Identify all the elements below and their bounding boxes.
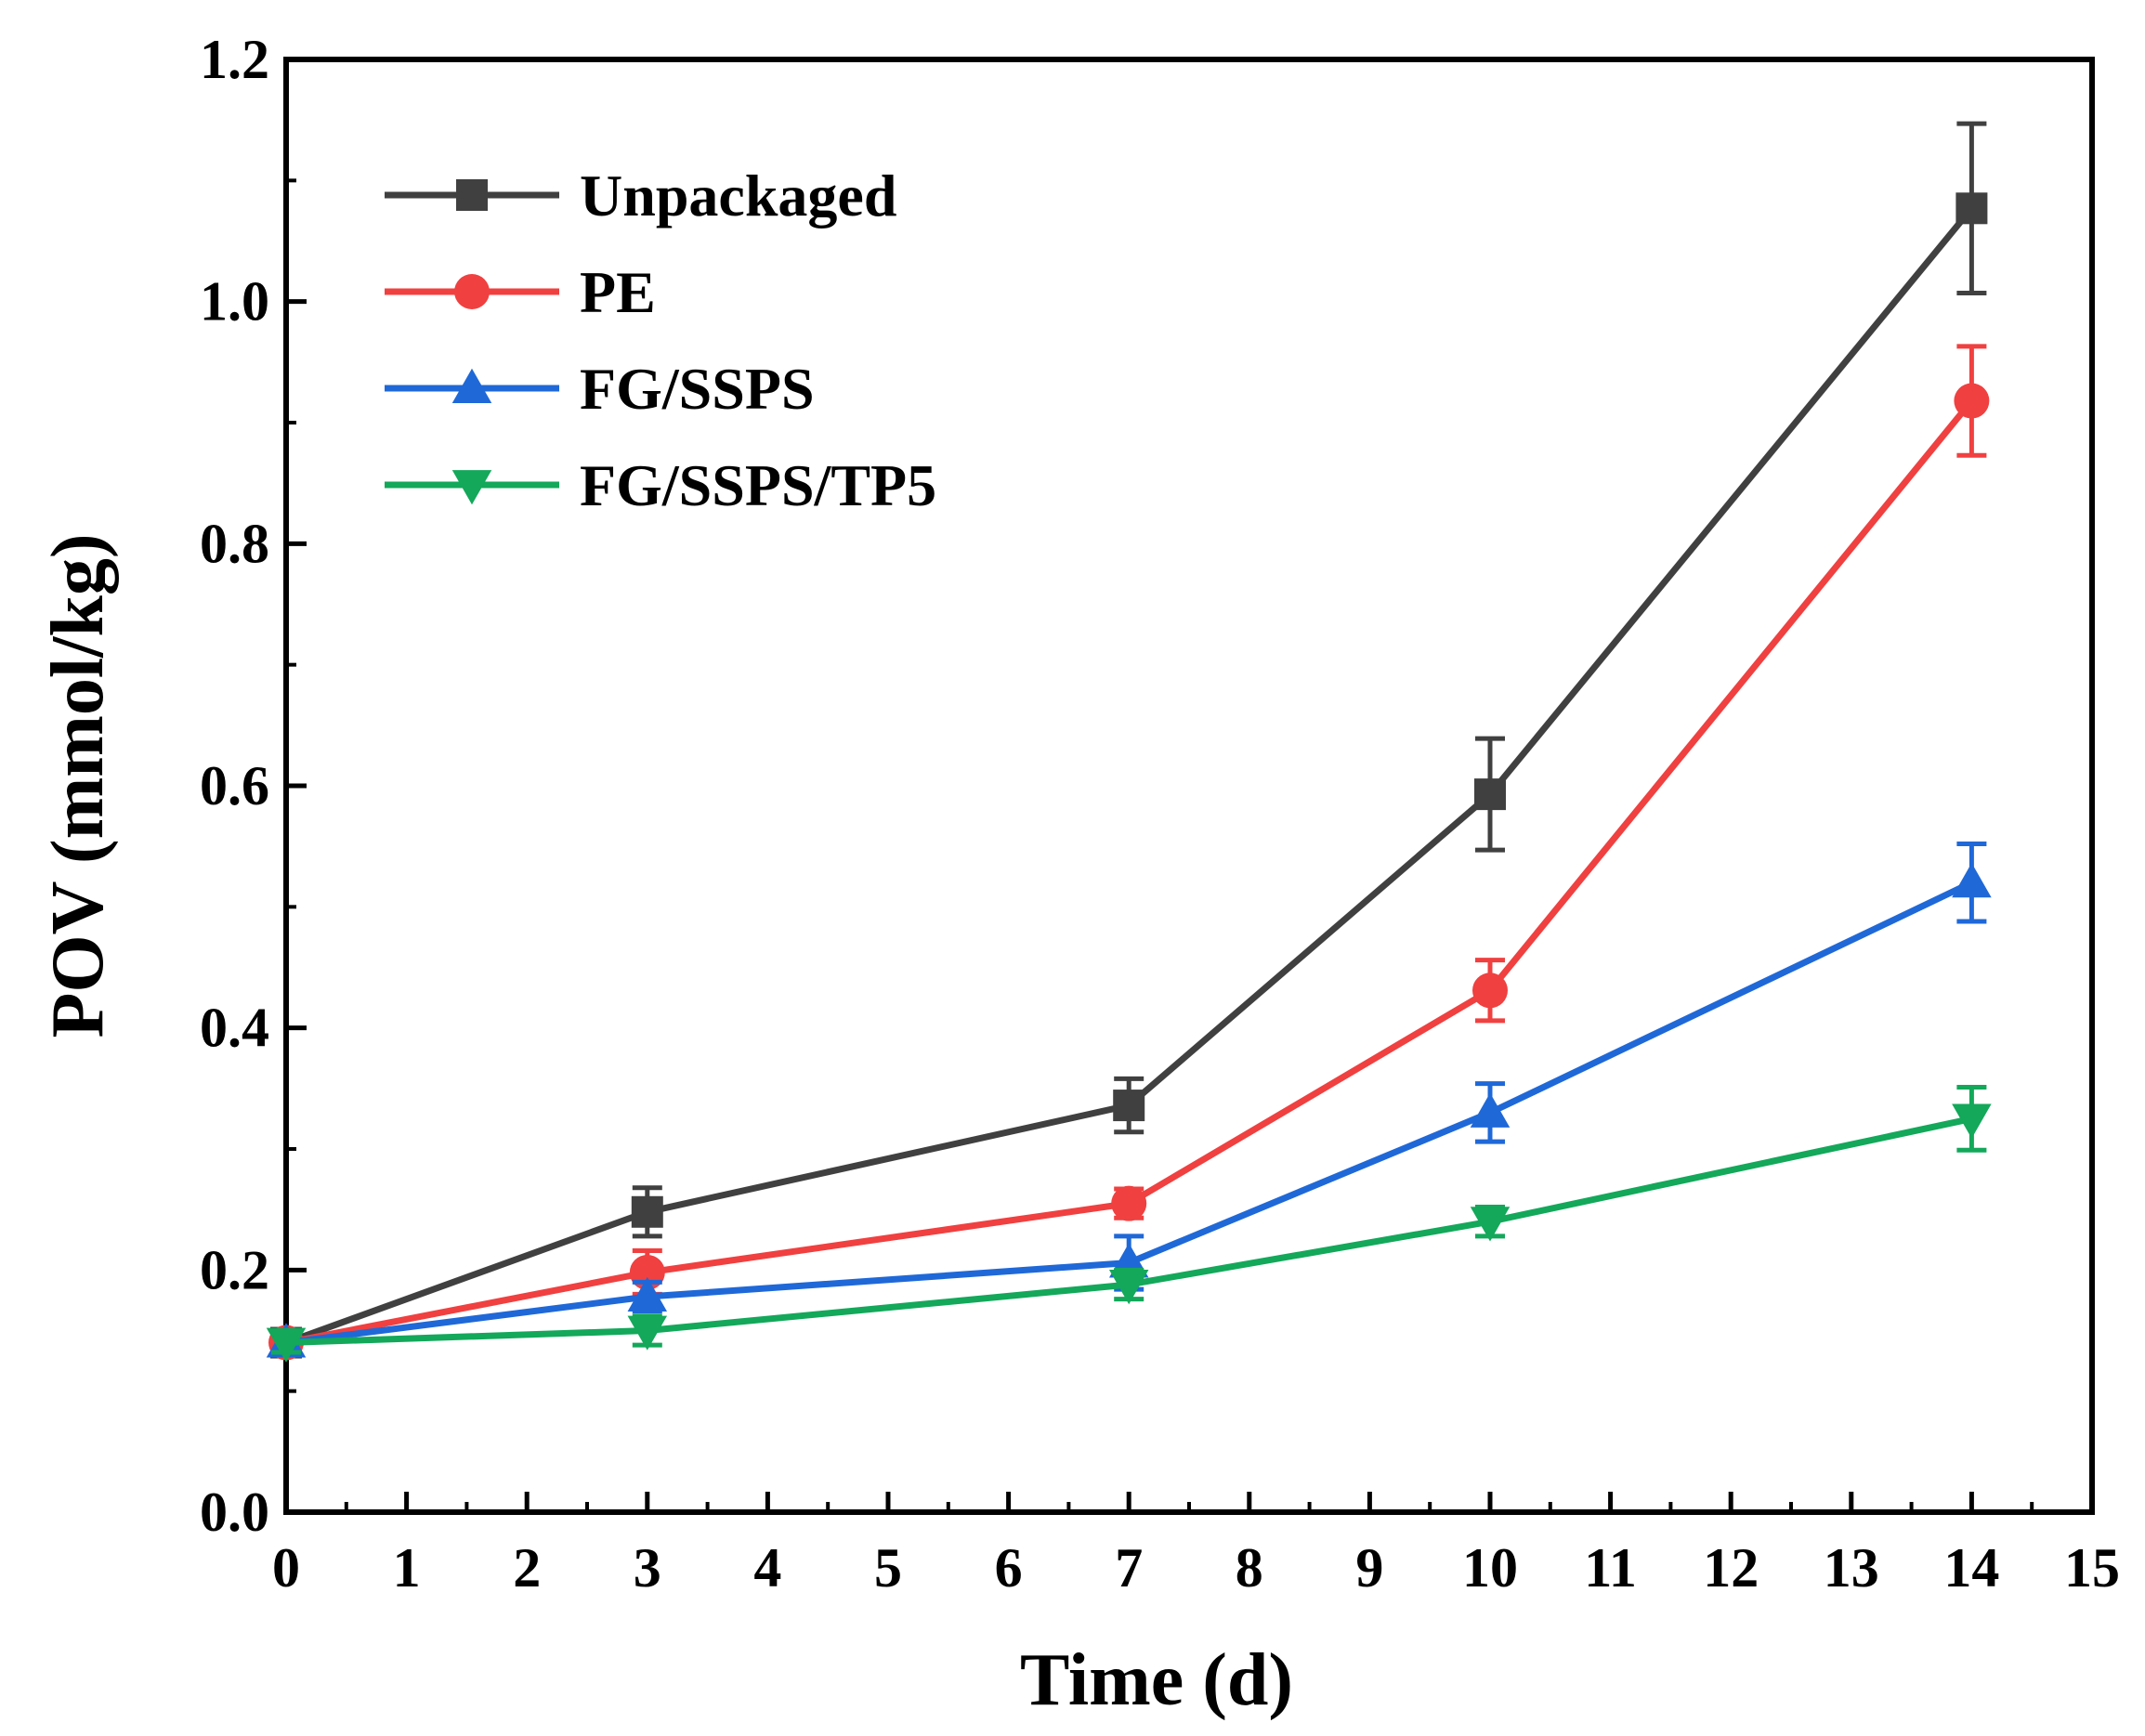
x-axis-title: Time (d) (1020, 1639, 1293, 1721)
x-tick-label: 5 (874, 1537, 902, 1599)
data-point (627, 1315, 668, 1351)
data-point (631, 1195, 663, 1228)
legend-marker (451, 470, 492, 505)
legend-marker (454, 274, 490, 309)
legend-item-pe: PE (385, 259, 656, 325)
legend-label: Unpackaged (580, 163, 896, 228)
y-tick-label: 1.0 (200, 271, 269, 333)
data-point (1470, 1207, 1511, 1242)
data-point (1952, 1103, 1992, 1139)
data-point (1108, 1270, 1149, 1305)
x-tick-label: 0 (272, 1537, 300, 1599)
x-tick-label: 13 (1824, 1537, 1879, 1599)
x-tick-label: 11 (1584, 1537, 1637, 1599)
x-tick-label: 15 (2064, 1537, 2120, 1599)
data-point (1470, 1092, 1511, 1128)
y-tick-label: 0.0 (200, 1481, 269, 1543)
data-point (1474, 778, 1506, 811)
x-tick-label: 10 (1462, 1537, 1518, 1599)
y-tick-label: 0.8 (200, 513, 269, 574)
legend-label: FG/SSPS/TP5 (580, 452, 936, 518)
x-tick-label: 7 (1115, 1537, 1143, 1599)
data-point (627, 1276, 668, 1312)
legend-label: FG/SSPS (580, 356, 815, 422)
data-point (1952, 863, 1992, 898)
plot-frame (283, 57, 2095, 1515)
legend: Unpackaged PE FG/SSPS FG/SSPS/TP5 (385, 163, 936, 518)
legend-item-unpackaged: Unpackaged (385, 163, 896, 228)
data-point (1472, 972, 1508, 1009)
series-fg-ssps-tp5 (266, 1085, 1992, 1363)
x-tick-label: 9 (1355, 1537, 1383, 1599)
y-axis-title: POV (mmol/kg) (37, 534, 119, 1038)
data-point (1955, 192, 1988, 225)
legend-item-fg-ssps: FG/SSPS (385, 356, 815, 422)
y-tick-label: 0.6 (200, 755, 269, 816)
legend-marker (456, 179, 488, 211)
axis-ticks: 0 1 2 3 4 5 6 7 8 9 10 11 12 13 14 150.00.20.40.60.81.0… (200, 29, 2120, 1599)
data-point (1954, 383, 1990, 419)
legend-marker (451, 368, 492, 403)
x-tick-label: 4 (753, 1537, 781, 1599)
x-tick-label: 1 (393, 1537, 421, 1599)
x-tick-label: 12 (1703, 1537, 1759, 1599)
y-tick-label: 1.2 (200, 29, 269, 90)
x-tick-label: 8 (1236, 1537, 1263, 1599)
x-tick-label: 2 (513, 1537, 541, 1599)
data-point (1113, 1090, 1145, 1122)
legend-item-fg-ssps-tp5: FG/SSPS/TP5 (385, 452, 936, 518)
legend-label: PE (580, 259, 656, 325)
y-tick-label: 0.2 (200, 1239, 269, 1300)
data-point (1111, 1185, 1147, 1221)
x-tick-label: 6 (995, 1537, 1023, 1599)
x-tick-label: 3 (634, 1537, 661, 1599)
data-point (266, 1327, 307, 1363)
data-series (266, 121, 1992, 1363)
x-tick-label: 14 (1943, 1537, 1999, 1599)
y-tick-label: 0.4 (200, 998, 269, 1059)
